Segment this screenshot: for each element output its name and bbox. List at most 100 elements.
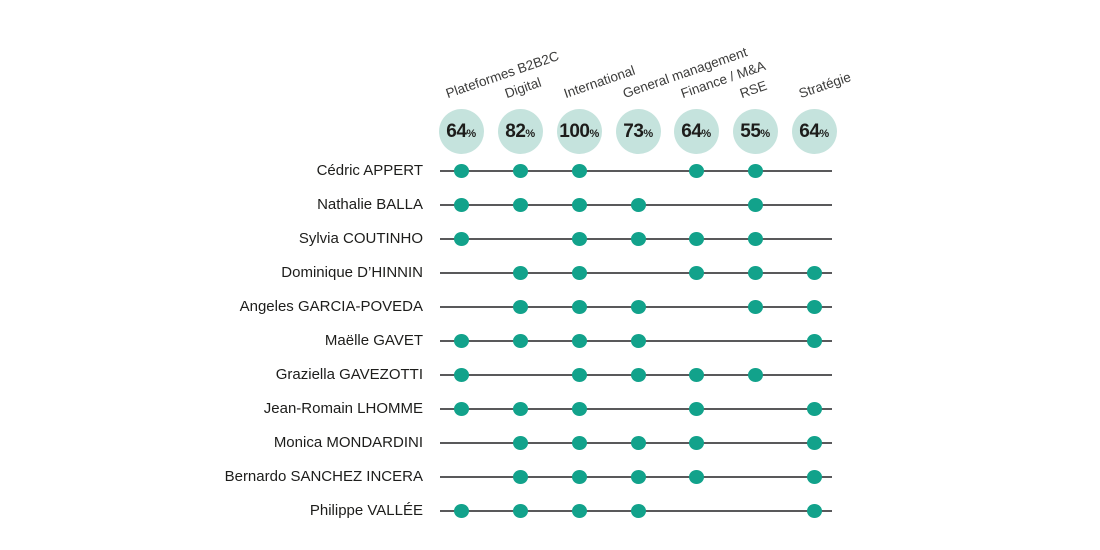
skill-dot <box>512 334 528 348</box>
skill-dot <box>512 436 528 450</box>
percentage-circle-1: 82% <box>497 109 543 154</box>
skill-dot <box>747 300 763 314</box>
skill-dot <box>688 402 704 416</box>
skill-dot <box>453 368 469 382</box>
skill-dot <box>630 198 646 212</box>
skill-dot <box>806 300 822 314</box>
skill-dot <box>512 504 528 518</box>
percentage-value: 55 <box>740 120 761 142</box>
percentage-circle-6: 64% <box>791 109 837 154</box>
skill-dot <box>747 368 763 382</box>
percentage-text: 73% <box>623 120 653 143</box>
member-name: Angeles GARCIA-POVEDA <box>239 298 423 315</box>
percent-sign: % <box>643 127 653 140</box>
skill-dot <box>512 470 528 484</box>
skill-dot <box>688 164 704 178</box>
member-name: Dominique D’HINNIN <box>281 264 423 281</box>
percent-sign: % <box>466 127 476 140</box>
skill-dot <box>453 334 469 348</box>
percentage-value: 73 <box>623 120 644 142</box>
skill-dot <box>453 402 469 416</box>
member-name: Bernardo SANCHEZ INCERA <box>224 468 423 485</box>
skill-dot <box>453 198 469 212</box>
skill-dot <box>688 232 704 246</box>
skill-dot <box>571 164 587 178</box>
percentage-circle-2: 100% <box>556 109 602 154</box>
skill-dot <box>630 300 646 314</box>
skill-dot <box>453 504 469 518</box>
skill-dot <box>630 232 646 246</box>
member-row-line <box>440 408 832 410</box>
skill-dot <box>747 232 763 246</box>
member-name: Maëlle GAVET <box>324 332 423 349</box>
skill-dot <box>806 402 822 416</box>
member-name: Nathalie BALLA <box>317 196 423 213</box>
member-name: Jean-Romain LHOMME <box>263 400 423 417</box>
skill-dot <box>688 368 704 382</box>
percentage-text: 100% <box>559 120 599 143</box>
percent-sign: % <box>589 127 599 140</box>
skill-dot <box>512 300 528 314</box>
percentage-text: 55% <box>740 120 770 143</box>
skill-dot <box>512 402 528 416</box>
percent-sign: % <box>760 127 770 140</box>
skill-dot <box>688 470 704 484</box>
member-name: Graziella GAVEZOTTI <box>275 366 423 383</box>
percentage-text: 64% <box>799 120 829 143</box>
percentage-circle-0: 64% <box>438 109 484 154</box>
skill-dot <box>453 164 469 178</box>
percent-sign: % <box>701 127 711 140</box>
skill-dot <box>806 436 822 450</box>
skill-dot <box>571 402 587 416</box>
skill-dot <box>571 504 587 518</box>
skill-dot <box>571 300 587 314</box>
skill-dot <box>747 266 763 280</box>
member-row-line <box>440 170 832 172</box>
member-name: Sylvia COUTINHO <box>298 230 423 247</box>
skill-dot <box>806 334 822 348</box>
percentage-value: 64 <box>446 120 467 142</box>
column-header-label-0: Plateformes B2B2C <box>443 48 561 102</box>
skill-dot <box>571 470 587 484</box>
skill-dot <box>512 164 528 178</box>
skill-dot <box>806 266 822 280</box>
percentage-value: 100 <box>559 120 590 142</box>
skill-dot <box>688 266 704 280</box>
skill-dot <box>688 436 704 450</box>
skill-dot <box>630 436 646 450</box>
member-name: Philippe VALLÉE <box>309 502 423 519</box>
skill-dot <box>630 504 646 518</box>
skill-dot <box>512 198 528 212</box>
skill-dot <box>630 368 646 382</box>
skill-dot <box>747 198 763 212</box>
skill-dot <box>571 334 587 348</box>
skill-dot <box>571 232 587 246</box>
skill-dot <box>453 232 469 246</box>
percent-sign: % <box>819 127 829 140</box>
percentage-text: 82% <box>505 120 535 143</box>
percentage-value: 64 <box>799 120 820 142</box>
percentage-text: 64% <box>681 120 711 143</box>
percentage-value: 82 <box>505 120 526 142</box>
member-name: Monica MONDARDINI <box>273 434 423 451</box>
skill-dot <box>747 164 763 178</box>
column-header-label-6: Stratégie <box>796 69 853 102</box>
percentage-value: 64 <box>681 120 702 142</box>
skill-dot <box>806 470 822 484</box>
skill-dot <box>806 504 822 518</box>
percentage-text: 64% <box>446 120 476 143</box>
percent-sign: % <box>525 127 535 140</box>
skill-dot <box>630 470 646 484</box>
skill-dot <box>512 266 528 280</box>
member-row-line <box>440 272 832 274</box>
skill-dot <box>571 436 587 450</box>
percentage-circle-3: 73% <box>615 109 661 154</box>
percentage-circle-5: 55% <box>732 109 778 154</box>
member-name: Cédric APPERT <box>316 162 423 179</box>
skill-dot <box>630 334 646 348</box>
skill-dot <box>571 198 587 212</box>
skill-dot <box>571 266 587 280</box>
percentage-circle-4: 64% <box>673 109 719 154</box>
skill-dot <box>571 368 587 382</box>
